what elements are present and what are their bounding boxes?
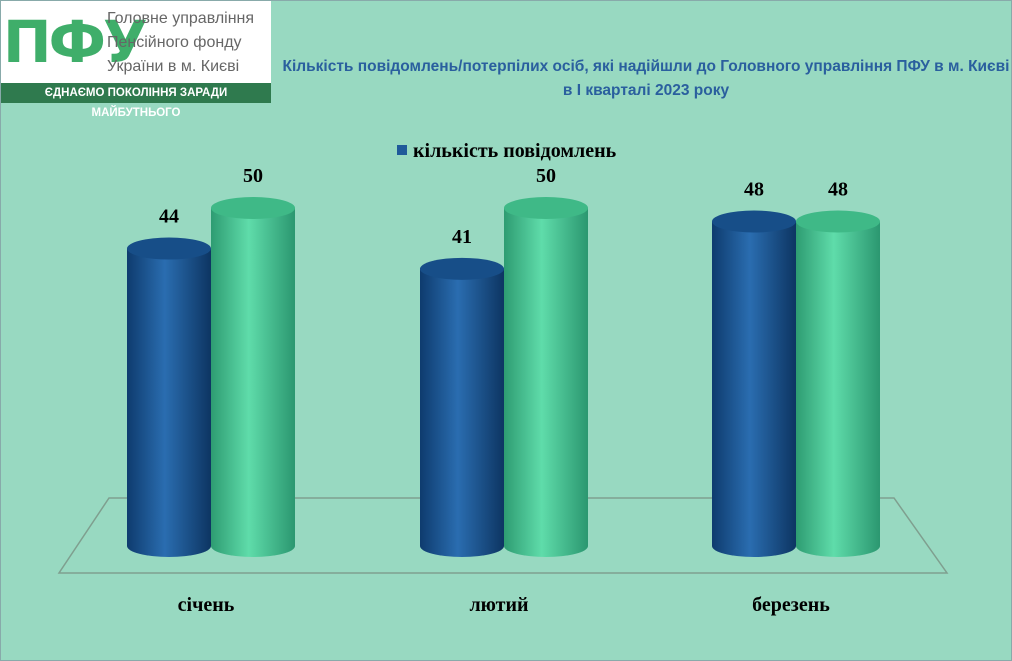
bar-body — [420, 268, 504, 557]
value-label: 50 — [243, 165, 263, 187]
bar — [796, 210, 880, 557]
value-label: 44 — [159, 206, 179, 228]
logo-line: України в м. Києві — [107, 58, 240, 75]
bar-top — [420, 257, 504, 280]
logo-line: Пенсійного фонду — [107, 34, 242, 51]
bar — [712, 210, 796, 557]
legend-label: кількість повідомлень — [413, 140, 617, 162]
logo-slogan: ЄДНАЄМО ПОКОЛІННЯ ЗАРАДИ МАЙБУТНЬОГО — [1, 83, 271, 119]
bar — [127, 237, 211, 557]
bar-top — [127, 237, 211, 260]
bar-top — [504, 197, 588, 219]
bar-top — [211, 197, 295, 219]
logo-line: Головне управління — [107, 10, 255, 27]
bar-body — [504, 208, 588, 557]
legend-swatch — [397, 145, 407, 155]
bar-top — [796, 210, 880, 233]
x-tick-label: січень — [178, 594, 235, 616]
bar-body — [127, 248, 211, 557]
floor — [57, 497, 949, 574]
value-label: 50 — [536, 165, 556, 187]
bar-top — [712, 210, 796, 233]
bar-body — [796, 221, 880, 557]
chart-title: Кількість повідомлень/потерпілих осіб, я… — [282, 58, 1010, 99]
bar — [420, 257, 504, 557]
bar — [504, 197, 588, 557]
logo-text: Головне управління Пенсійного фонду Укра… — [107, 7, 254, 79]
bar-body — [712, 221, 796, 557]
x-tick-label: лютий — [469, 594, 528, 616]
bar — [211, 197, 295, 557]
value-label: 48 — [828, 179, 848, 201]
logo: ПФУ Головне управління Пенсійного фонду … — [1, 1, 271, 119]
x-tick-label: березень — [752, 594, 830, 616]
logo-mark: ПФУ — [3, 8, 148, 76]
bar-body — [211, 208, 295, 557]
value-label: 48 — [744, 179, 764, 201]
value-label: 41 — [452, 226, 472, 248]
